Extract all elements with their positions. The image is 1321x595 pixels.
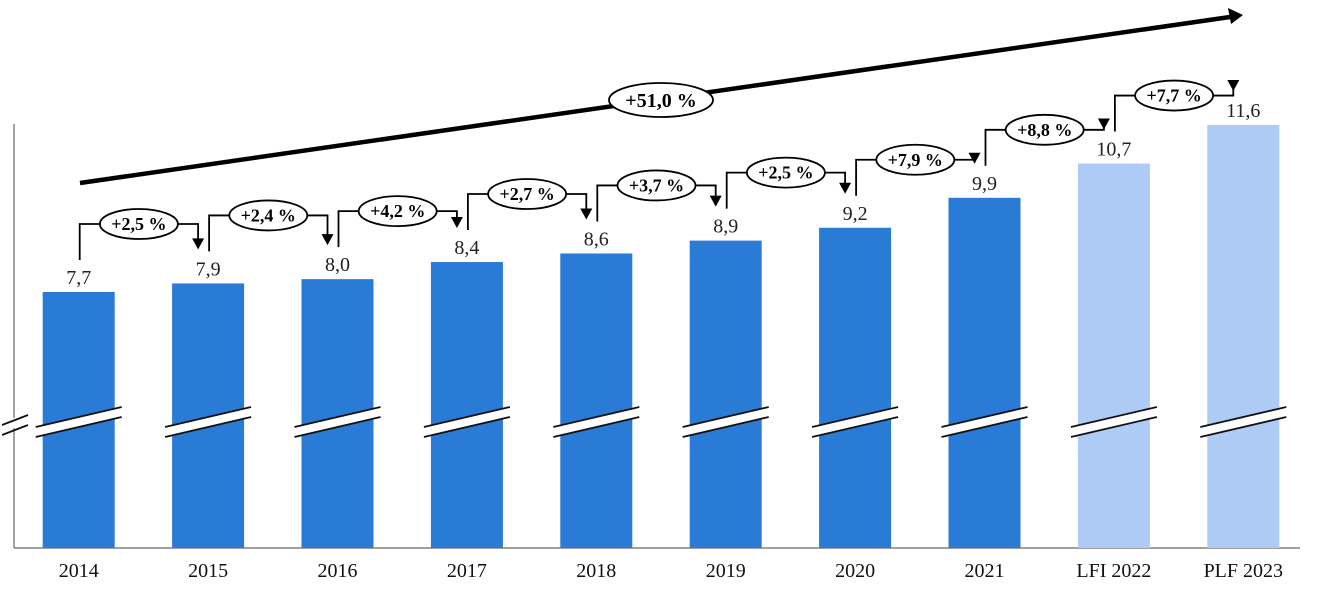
x-tick-label: 2016 [318,560,358,582]
y-axis-break-mark [0,414,30,436]
x-tick-label: LFI 2022 [1076,560,1151,582]
data-label: 11,6 [1226,100,1260,122]
growth-annotation: +7,9 % [855,143,981,196]
growth-label: +2,5 % [111,214,166,234]
x-tick-label: 2014 [59,560,99,582]
growth-annotation: +4,2 % [337,195,463,248]
bar-break-mark [941,406,1028,438]
x-tick-label: 2015 [188,560,228,582]
bar-break-mark [423,406,511,438]
bar-2021 [948,197,1021,549]
x-tick-label: 2017 [447,560,487,582]
bar-break-mark [811,406,899,438]
growth-label: +4,2 % [370,201,425,221]
bar-break-mark [553,406,640,438]
x-tick-label: 2021 [965,560,1005,582]
growth-label: +2,7 % [499,184,554,204]
data-label: 7,9 [196,258,221,280]
growth-annotation: +3,7 % [596,169,722,222]
bar-plf-2023 [1207,125,1280,548]
x-tick-label: 2018 [576,560,616,582]
data-label: 9,9 [972,173,997,195]
bar-break-mark [35,406,122,438]
bar-break-mark [294,406,381,438]
x-tick-label: PLF 2023 [1204,560,1283,582]
data-label: 10,7 [1096,139,1131,161]
growth-label: +7,9 % [888,150,943,170]
growth-annotation: +2,7 % [467,178,593,231]
total-growth-label: +51,0 % [625,90,696,112]
total-growth-arrow: +51,0 % [79,8,1243,186]
growth-annotation: +7,7 % [1114,79,1240,132]
bar-2017 [430,262,503,548]
growth-label: +7,7 % [1146,86,1201,106]
bar-break-mark [164,406,252,438]
growth-label: +2,5 % [758,163,813,183]
bar-break-mark [682,406,769,438]
bar-2019 [689,240,762,548]
data-label: 8,6 [584,228,609,250]
data-label: 8,4 [454,237,479,259]
data-label: 8,9 [713,216,738,238]
bar-2018 [560,253,633,548]
growth-annotation: +2,4 % [208,199,334,252]
x-tick-label: 2020 [835,560,875,582]
growth-annotation: +8,8 % [984,113,1110,166]
data-label: 9,2 [843,203,868,225]
growth-annotation: +2,5 % [78,208,205,260]
x-tick-label: 2019 [706,560,746,582]
growth-label: +2,4 % [241,205,296,225]
growth-label: +8,8 % [1017,120,1072,140]
growth-annotation: +2,5 % [725,156,852,209]
bar-lfi-2022 [1077,163,1150,549]
data-label: 7,7 [66,267,91,289]
bar-break-mark [1200,406,1287,438]
growth-label: +3,7 % [629,175,684,195]
data-label: 8,0 [325,254,350,276]
bar-break-mark [1070,406,1158,438]
bar-2020 [819,227,892,548]
